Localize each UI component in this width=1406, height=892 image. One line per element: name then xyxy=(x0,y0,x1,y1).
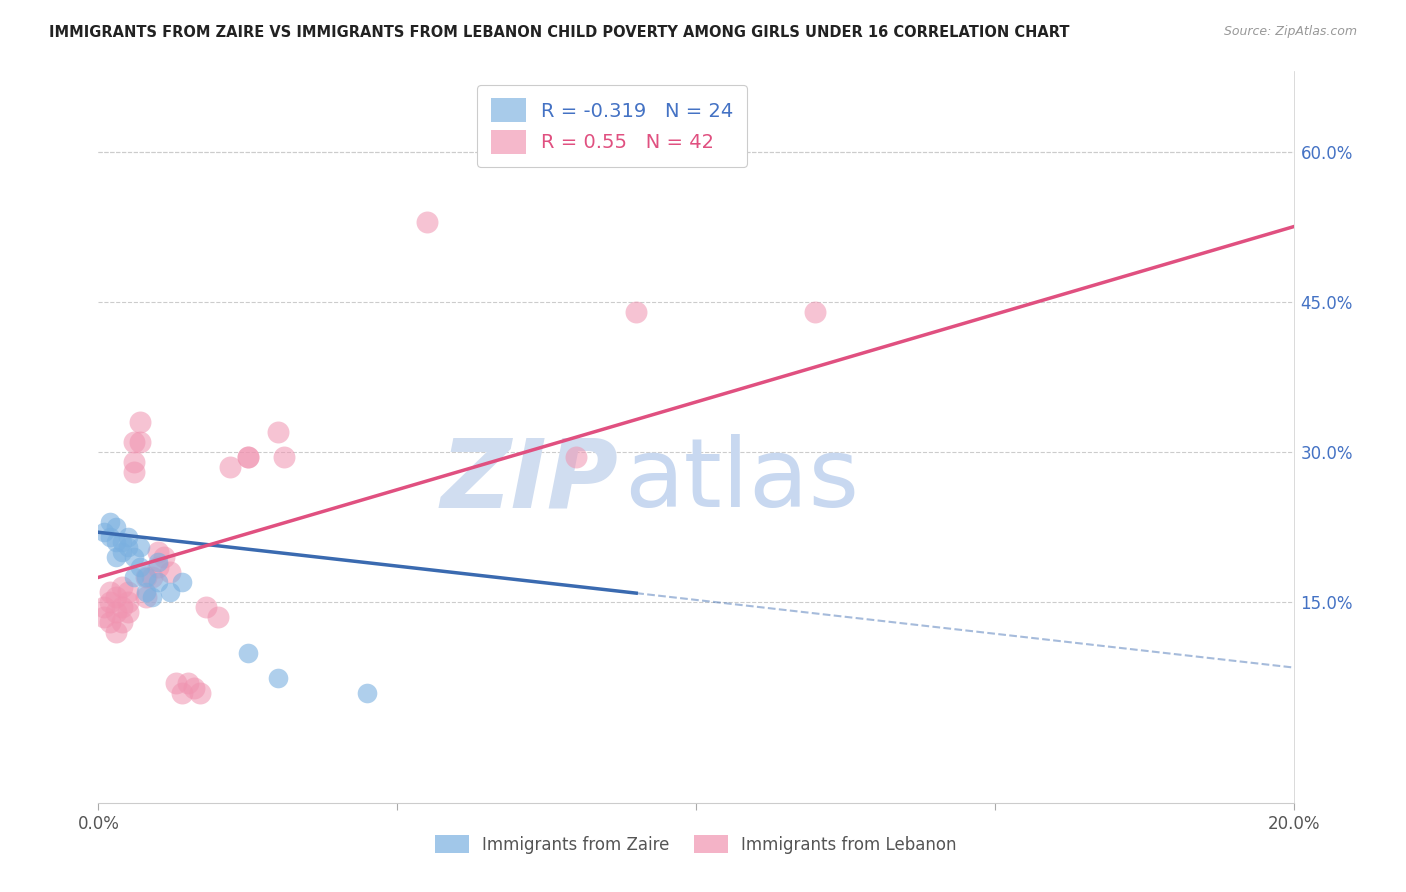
Point xyxy=(183,681,205,695)
Text: Source: ZipAtlas.com: Source: ZipAtlas.com xyxy=(1223,25,1357,38)
Point xyxy=(416,214,439,228)
Point xyxy=(129,435,152,450)
Point xyxy=(124,550,146,565)
Point xyxy=(141,570,163,584)
Point xyxy=(148,575,170,590)
Point xyxy=(111,535,134,549)
Point xyxy=(117,606,139,620)
Point xyxy=(117,530,139,544)
Point xyxy=(105,591,128,605)
Point xyxy=(141,591,163,605)
Point xyxy=(135,585,157,599)
Point xyxy=(93,610,115,624)
Point xyxy=(124,465,146,479)
Text: ZIP: ZIP xyxy=(440,434,619,527)
Point xyxy=(129,415,152,429)
Point xyxy=(207,610,229,624)
Point xyxy=(195,600,218,615)
Point xyxy=(135,570,157,584)
Point xyxy=(111,580,134,594)
Point xyxy=(219,460,242,475)
Point xyxy=(117,595,139,609)
Point xyxy=(135,570,157,584)
Point xyxy=(153,550,176,565)
Point xyxy=(117,541,139,555)
Point xyxy=(172,685,194,699)
Point xyxy=(148,555,170,569)
Point xyxy=(111,615,134,630)
Point xyxy=(105,535,128,549)
Point xyxy=(165,675,187,690)
Legend: R = -0.319   N = 24, R = 0.55   N = 42: R = -0.319 N = 24, R = 0.55 N = 42 xyxy=(477,85,748,167)
Point xyxy=(804,305,827,319)
Point xyxy=(188,685,211,699)
Point xyxy=(129,560,152,574)
Point xyxy=(356,685,378,699)
Point xyxy=(105,550,128,565)
Point xyxy=(111,545,134,559)
Point xyxy=(98,595,122,609)
Point xyxy=(565,450,588,464)
Point xyxy=(98,585,122,599)
Point xyxy=(124,570,146,584)
Point xyxy=(124,455,146,469)
Point xyxy=(105,625,128,640)
Point xyxy=(159,585,181,599)
Point xyxy=(177,675,200,690)
Point xyxy=(148,560,170,574)
Point xyxy=(93,525,115,540)
Point xyxy=(98,530,122,544)
Point xyxy=(236,450,259,464)
Point xyxy=(98,515,122,529)
Point xyxy=(626,305,648,319)
Point xyxy=(267,671,290,685)
Point xyxy=(117,585,139,599)
Point xyxy=(172,575,194,590)
Point xyxy=(267,425,290,439)
Point xyxy=(148,545,170,559)
Point xyxy=(93,600,115,615)
Text: IMMIGRANTS FROM ZAIRE VS IMMIGRANTS FROM LEBANON CHILD POVERTY AMONG GIRLS UNDER: IMMIGRANTS FROM ZAIRE VS IMMIGRANTS FROM… xyxy=(49,25,1070,40)
Point xyxy=(124,435,146,450)
Point xyxy=(111,600,134,615)
Point xyxy=(273,450,295,464)
Point xyxy=(135,591,157,605)
Point xyxy=(105,520,128,534)
Point xyxy=(236,450,259,464)
Point xyxy=(236,646,259,660)
Point xyxy=(129,541,152,555)
Point xyxy=(159,566,181,580)
Point xyxy=(98,615,122,630)
Point xyxy=(105,606,128,620)
Text: atlas: atlas xyxy=(624,434,859,527)
